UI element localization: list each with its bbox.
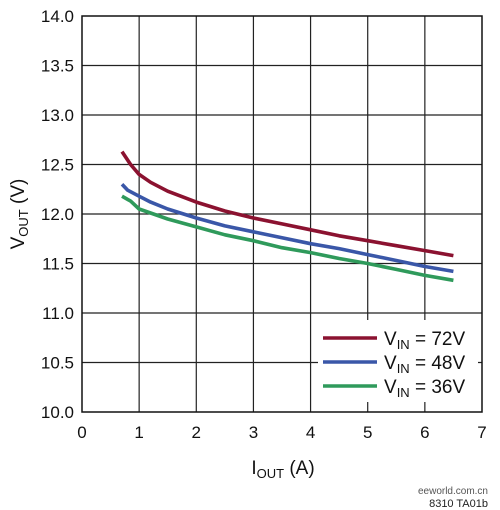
y-axis-label: VOUT (V) [8,179,31,250]
x-tick-label: 1 [134,423,143,442]
x-tick-labels: 0 1 2 3 4 5 6 7 [77,423,486,442]
y-tick-label: 14.0 [41,7,74,26]
x-tick-label: 0 [77,423,86,442]
x-tick-label: 3 [249,423,258,442]
y-tick-label: 11.0 [42,304,74,323]
series-line-2 [120,183,454,274]
watermark: eeworld.com.cn [418,486,488,497]
grid-lines [82,16,482,412]
x-tick-label: 2 [192,423,201,442]
y-tick-label: 11.5 [42,255,74,274]
y-tick-label: 10.5 [41,354,74,373]
series-line-3 [121,194,454,283]
plot-frame [81,15,483,413]
x-tick-label: 4 [306,423,315,442]
series-group [120,150,454,283]
legend-label-1: VIN = 72V [384,329,465,352]
y-tick-label: 12.0 [41,205,74,224]
x-tick-label: 7 [477,423,486,442]
legend-label-3: VIN = 36V [384,377,465,400]
series-line-1 [120,150,454,258]
x-axis-label: IOUT (A) [251,458,314,481]
y-tick-label: 12.5 [41,156,74,175]
y-tick-label: 10.0 [41,403,74,422]
y-tick-label: 13.5 [41,57,74,76]
figure-reference: 8310 TA01b [429,498,488,510]
y-tick-label: 13.0 [41,106,74,125]
x-tick-label: 6 [420,423,429,442]
x-tick-label: 5 [363,423,372,442]
y-tick-labels: 10.0 10.5 11.0 11.5 12.0 12.5 13.0 13.5 14.0 [41,7,74,422]
legend-label-2: VIN = 48V [384,353,465,376]
